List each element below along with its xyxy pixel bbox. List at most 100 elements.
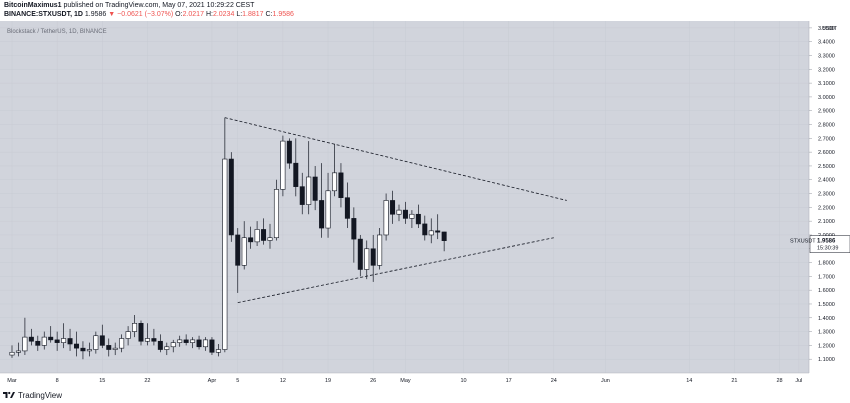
candle-body <box>106 345 112 350</box>
candle-body <box>338 172 344 198</box>
candle <box>319 163 325 238</box>
candle <box>254 221 260 247</box>
candle-body <box>364 248 370 270</box>
candle <box>273 179 279 241</box>
plot-background <box>0 21 809 373</box>
candle-body <box>164 346 170 350</box>
time-axis[interactable]: Mar 8 15 22 Apr 5 12 19 26 May 10 17 24 Jun 14 21 28 Jul <box>7 378 802 384</box>
candle <box>190 337 196 349</box>
time-tick-label: 12 <box>280 378 286 384</box>
candle <box>15 342 21 357</box>
candle-body <box>74 343 80 349</box>
candle-body <box>228 158 234 236</box>
price-tick-label: 2.2000 <box>818 205 835 211</box>
candle <box>261 218 267 245</box>
candle-body <box>402 209 408 219</box>
price-tick-label: 1.8000 <box>818 261 835 267</box>
time-tick-label: 8 <box>56 378 59 384</box>
author-name[interactable]: BitcoinMaximus1 <box>4 2 62 9</box>
candle <box>441 231 447 252</box>
price-tick-label: 2.4000 <box>818 178 835 184</box>
candle <box>357 234 363 277</box>
candle-body <box>267 237 273 241</box>
price-tick-label: 3.3000 <box>818 54 835 60</box>
candle <box>344 182 350 229</box>
price-tick-label: 3.1000 <box>818 81 835 87</box>
time-tick-label: 22 <box>144 378 150 384</box>
candle-body <box>319 200 325 229</box>
price-tick-label: 1.2000 <box>818 343 835 349</box>
time-tick-label: 21 <box>731 378 737 384</box>
candle <box>183 334 189 346</box>
chart-watermark: Blockstack / TetherUS, 1D, BINANCE <box>7 29 107 35</box>
candle <box>331 143 337 197</box>
price-tick-label: 1.6000 <box>818 288 835 294</box>
candle-body <box>28 336 34 342</box>
time-tick-label: May <box>400 378 411 384</box>
price-tick-label: 1.5000 <box>818 302 835 308</box>
candle-body <box>144 338 150 342</box>
candle-body <box>93 335 99 350</box>
candle <box>132 315 138 338</box>
candle <box>209 337 215 356</box>
candle <box>396 204 402 222</box>
footer: TradingView <box>3 389 62 401</box>
price-tick-label: 1.7000 <box>818 274 835 280</box>
candle-body <box>48 336 54 341</box>
candle-body <box>306 176 312 205</box>
candle <box>235 228 241 293</box>
price-tick-label: 2.5000 <box>818 164 835 170</box>
candle-body <box>99 335 105 346</box>
price-tag-box <box>809 235 850 253</box>
close-label: C: <box>265 11 273 18</box>
candle-body <box>170 342 176 348</box>
price-tick-label: 2.7000 <box>818 136 835 142</box>
candle <box>299 172 305 215</box>
candle <box>106 338 112 357</box>
candle-body <box>209 339 215 353</box>
candle <box>112 342 118 356</box>
candle-body <box>241 237 247 266</box>
candle-body <box>222 158 228 350</box>
price-tick-label: 2.8000 <box>818 123 835 129</box>
candle-body <box>357 238 363 270</box>
candle <box>364 240 370 280</box>
candle-body <box>157 340 163 350</box>
price-tick-label: 1.1000 <box>818 357 835 363</box>
candle <box>177 335 183 347</box>
candle-body <box>325 190 331 229</box>
candle <box>86 342 92 357</box>
candle <box>80 341 86 360</box>
footer-brand[interactable]: TradingView <box>18 390 63 400</box>
price-chart[interactable]: Blockstack / TetherUS, 1D, BINANCE USDT … <box>0 21 850 387</box>
candle-body <box>377 234 383 266</box>
candle-body <box>248 237 254 243</box>
triangle-trendlines <box>224 117 567 303</box>
time-tick-label: 24 <box>551 378 557 384</box>
time-axis-background <box>0 373 850 387</box>
candle <box>151 328 157 346</box>
price-axis[interactable]: 1.1000 1.2000 1.3000 1.4000 1.5000 1.6000 1.70… <box>809 26 835 363</box>
candle-body <box>15 350 21 353</box>
time-tick-label: Jun <box>601 378 610 384</box>
time-tick-label: 5 <box>236 378 239 384</box>
candle-body <box>183 339 189 343</box>
candle <box>267 223 273 249</box>
price-axis-background <box>809 21 850 387</box>
candle-body <box>273 189 279 239</box>
close-value: 1.9586 <box>272 11 294 18</box>
chart-area[interactable]: Blockstack / TetherUS, 1D, BINANCE USDT … <box>0 21 850 387</box>
candle-body <box>203 339 209 348</box>
ohlc-line: BINANCE:STXUSDT, 1D 1.9586 ▼ −0.0621 (−3… <box>4 10 294 19</box>
candle-body <box>61 338 67 343</box>
candle-body <box>312 176 318 201</box>
candle <box>170 339 176 353</box>
candle-body <box>390 200 396 215</box>
candle-body <box>370 248 376 266</box>
candle <box>222 117 228 353</box>
candles <box>9 117 447 360</box>
time-tick-label: Apr <box>208 378 217 384</box>
candle <box>41 331 47 350</box>
price-tick-label: 3.2000 <box>818 67 835 73</box>
time-tick-label: 14 <box>686 378 692 384</box>
